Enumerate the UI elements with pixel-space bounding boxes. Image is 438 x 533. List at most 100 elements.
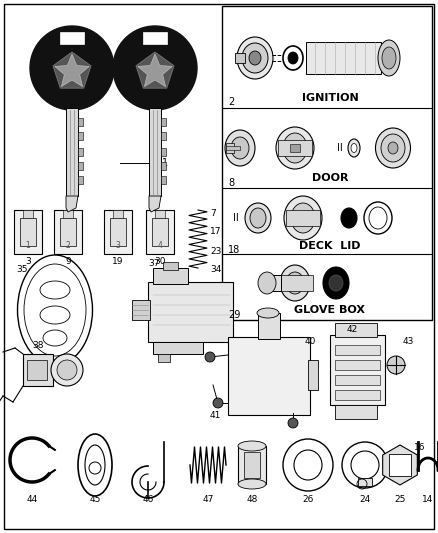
Text: 26: 26 xyxy=(302,496,314,505)
Bar xyxy=(132,300,150,320)
Bar xyxy=(104,210,132,254)
Bar xyxy=(143,32,167,44)
Text: 41: 41 xyxy=(209,410,221,419)
Bar xyxy=(235,53,245,63)
Text: 35: 35 xyxy=(16,265,28,274)
Text: 17: 17 xyxy=(210,228,222,237)
Ellipse shape xyxy=(351,143,357,152)
Text: 19: 19 xyxy=(112,257,124,266)
Text: 44: 44 xyxy=(26,496,38,505)
Circle shape xyxy=(387,356,405,374)
Text: 1: 1 xyxy=(162,158,168,168)
Text: IGNITION: IGNITION xyxy=(302,93,358,103)
Text: GLOVE BOX: GLOVE BOX xyxy=(294,305,365,315)
Ellipse shape xyxy=(323,267,349,299)
Text: 40: 40 xyxy=(304,337,316,346)
Bar xyxy=(153,342,203,354)
Bar xyxy=(222,6,432,320)
Bar xyxy=(161,132,166,140)
Text: DECK  LID: DECK LID xyxy=(299,241,361,251)
Ellipse shape xyxy=(238,479,266,489)
Ellipse shape xyxy=(250,208,266,228)
Ellipse shape xyxy=(382,47,396,69)
Bar xyxy=(226,143,234,153)
Ellipse shape xyxy=(375,128,410,168)
Text: 14: 14 xyxy=(422,496,434,505)
Polygon shape xyxy=(389,454,411,476)
Bar xyxy=(78,132,83,140)
Circle shape xyxy=(213,398,223,408)
Ellipse shape xyxy=(276,127,314,169)
Text: 24: 24 xyxy=(359,496,371,505)
Text: 37: 37 xyxy=(148,260,159,269)
Bar xyxy=(60,32,84,44)
Text: 1: 1 xyxy=(26,241,30,251)
Circle shape xyxy=(113,26,197,110)
Bar xyxy=(78,118,83,126)
Bar xyxy=(158,354,170,362)
Bar xyxy=(244,452,260,478)
Circle shape xyxy=(57,360,77,380)
Bar xyxy=(335,405,377,419)
Text: 43: 43 xyxy=(403,337,413,346)
Text: 34: 34 xyxy=(210,265,221,274)
Polygon shape xyxy=(383,445,417,485)
Text: 45: 45 xyxy=(89,496,101,505)
Ellipse shape xyxy=(238,441,266,451)
Bar xyxy=(54,210,82,254)
Ellipse shape xyxy=(284,196,322,240)
Ellipse shape xyxy=(341,208,357,228)
Bar xyxy=(78,176,83,184)
Bar xyxy=(153,268,188,284)
Ellipse shape xyxy=(257,308,279,318)
Bar xyxy=(358,478,372,486)
Polygon shape xyxy=(136,52,174,88)
Ellipse shape xyxy=(286,272,304,294)
Bar xyxy=(308,360,318,390)
Bar xyxy=(161,162,166,170)
Bar xyxy=(148,282,233,342)
Bar xyxy=(290,144,300,152)
Ellipse shape xyxy=(225,130,255,166)
Bar xyxy=(263,275,281,291)
Ellipse shape xyxy=(369,207,387,229)
Ellipse shape xyxy=(242,43,268,73)
Text: 16: 16 xyxy=(414,443,426,453)
Text: 9: 9 xyxy=(65,257,71,266)
Ellipse shape xyxy=(283,133,307,163)
Circle shape xyxy=(51,354,83,386)
Bar xyxy=(66,108,78,196)
Text: 38: 38 xyxy=(32,341,44,350)
Text: 2: 2 xyxy=(228,97,234,107)
Bar xyxy=(335,345,380,355)
Text: 30: 30 xyxy=(154,257,166,266)
Bar xyxy=(161,148,166,156)
Bar xyxy=(110,218,126,246)
Bar xyxy=(306,42,381,74)
Bar xyxy=(149,108,161,196)
Text: 2: 2 xyxy=(66,241,71,251)
Text: 8: 8 xyxy=(228,178,234,188)
Bar xyxy=(152,218,168,246)
Ellipse shape xyxy=(288,52,298,64)
Ellipse shape xyxy=(388,142,398,154)
Text: 29: 29 xyxy=(228,310,240,320)
Bar xyxy=(113,210,123,218)
Text: II: II xyxy=(337,143,343,153)
Ellipse shape xyxy=(291,203,315,233)
Text: 46: 46 xyxy=(142,496,154,505)
Text: 42: 42 xyxy=(346,326,357,335)
Bar xyxy=(27,360,47,380)
Text: 3: 3 xyxy=(25,257,31,266)
Bar xyxy=(330,335,385,405)
Text: II: II xyxy=(233,213,239,223)
Bar xyxy=(20,218,36,246)
Text: 3: 3 xyxy=(116,241,120,251)
Bar xyxy=(78,148,83,156)
Polygon shape xyxy=(149,196,161,212)
Bar xyxy=(163,262,178,270)
Text: 7: 7 xyxy=(210,208,216,217)
Ellipse shape xyxy=(258,272,276,294)
Bar xyxy=(228,337,310,415)
Bar xyxy=(14,210,42,254)
